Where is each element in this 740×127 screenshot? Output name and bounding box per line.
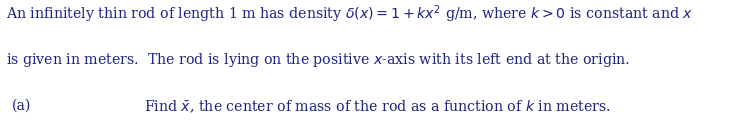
Text: is given in meters.  The rod is lying on the positive $x$-axis with its left end: is given in meters. The rod is lying on … (6, 51, 630, 69)
Text: An infinitely thin rod of length 1 m has density $\delta(x) = 1 + kx^2$ g/m, whe: An infinitely thin rod of length 1 m has… (6, 4, 693, 25)
Text: Find $\bar{x}$, the center of mass of the rod as a function of $k$ in meters.: Find $\bar{x}$, the center of mass of th… (144, 99, 611, 115)
Text: (a): (a) (12, 99, 31, 113)
